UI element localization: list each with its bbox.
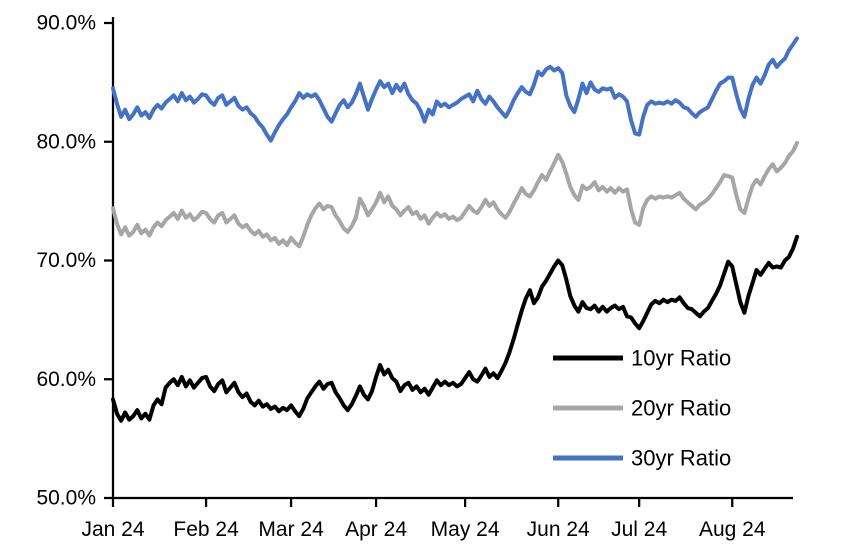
series-lines — [111, 36, 799, 423]
series-line-20yr-ratio — [111, 140, 799, 249]
x-tick-label: Mar 24 — [258, 518, 324, 541]
legend-item-10yr: 10yr Ratio — [553, 346, 731, 371]
y-tick-label: 60.0% — [36, 368, 96, 391]
y-tick-label: 50.0% — [36, 487, 96, 510]
x-tick-label: Jun 24 — [527, 518, 590, 541]
y-tick-label: 80.0% — [36, 130, 96, 153]
legend-label-30yr: 30yr Ratio — [631, 446, 731, 471]
legend-label-20yr: 20yr Ratio — [631, 396, 731, 421]
legend-item-20yr: 20yr Ratio — [553, 396, 731, 421]
x-tick-label: Aug 24 — [699, 518, 766, 541]
x-tick-label: Jan 24 — [81, 518, 144, 541]
axes: 50.0% 60.0% 70.0% 80.0% 90.0% Jan 24 Feb 24 Mar… — [36, 12, 793, 541]
x-tick-label: May 24 — [431, 518, 500, 541]
x-tick-label: Feb 24 — [173, 518, 239, 541]
legend: 10yr Ratio 20yr Ratio 30yr Ratio — [553, 346, 731, 471]
legend-label-10yr: 10yr Ratio — [631, 346, 731, 371]
x-tick-label: Apr 24 — [345, 518, 407, 541]
series-line-30yr-ratio — [111, 36, 799, 143]
y-tick-label: 90.0% — [36, 12, 96, 35]
series-line-10yr-ratio — [111, 234, 799, 423]
y-tick-label: 70.0% — [36, 249, 96, 272]
axis-lines — [111, 17, 793, 500]
legend-item-30yr: 30yr Ratio — [553, 446, 731, 471]
x-tick-label: Jul 24 — [611, 518, 667, 541]
